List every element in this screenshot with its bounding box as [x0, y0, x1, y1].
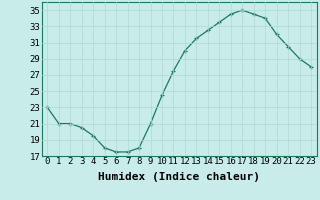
X-axis label: Humidex (Indice chaleur): Humidex (Indice chaleur) — [98, 172, 260, 182]
